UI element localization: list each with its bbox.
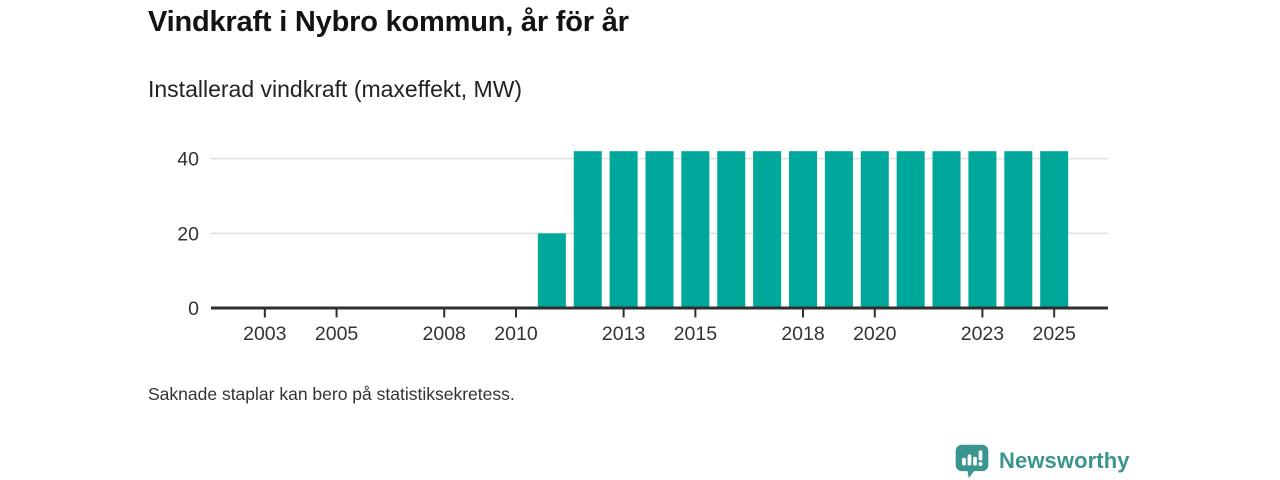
bar-chart: 2003 2005 2008 2010 2013 2015 2018 2020 2023 2025… [0,130,1280,365]
bar-2021 [896,151,925,308]
x-tick-label-2025: 2025 [1032,323,1076,345]
bar-2022 [932,151,961,308]
bar-2014 [645,151,674,308]
brand-name: Newsworthy [999,448,1130,473]
bar-2023 [968,151,997,308]
newsworthy-logo: Newsworthy [954,443,1130,479]
chart-subtitle: Installerad vindkraft (maxeffekt, MW) [148,76,523,102]
y-tick-label-40: 40 [177,149,199,171]
bar-chart-plot: 2003 2005 2008 2010 2013 2015 2018 2020 2023 2025… [177,149,1108,345]
bar-2019 [824,151,853,308]
x-tick-label-2010: 2010 [494,323,538,345]
x-tick-label-2015: 2015 [674,323,718,345]
bar-2013 [609,151,638,308]
x-tick-label-2003: 2003 [243,323,286,345]
footnote: Saknade staplar kan bero på statistiksek… [148,384,515,404]
bar-2018 [789,151,818,308]
x-tick-label-2005: 2005 [315,323,359,345]
chart-title: Vindkraft i Nybro kommun, år för år [148,6,629,38]
bar-2016 [717,151,746,308]
bar-2011 [537,233,566,308]
x-tick-label-2020: 2020 [853,323,897,345]
bar-2020 [860,151,889,308]
newsworthy-icon [955,444,989,479]
bar-2012 [573,151,602,308]
x-tick-label-2008: 2008 [423,323,466,345]
y-tick-label-20: 20 [177,223,199,245]
bar-2024 [1004,151,1033,308]
x-tick-label-2013: 2013 [602,323,645,345]
y-tick-label-0: 0 [188,298,199,320]
x-tick-label-2023: 2023 [961,323,1004,345]
bar-2017 [753,151,782,308]
x-tick-label-2018: 2018 [781,323,824,345]
bar-2025 [1040,151,1069,308]
bar-2015 [681,151,710,308]
